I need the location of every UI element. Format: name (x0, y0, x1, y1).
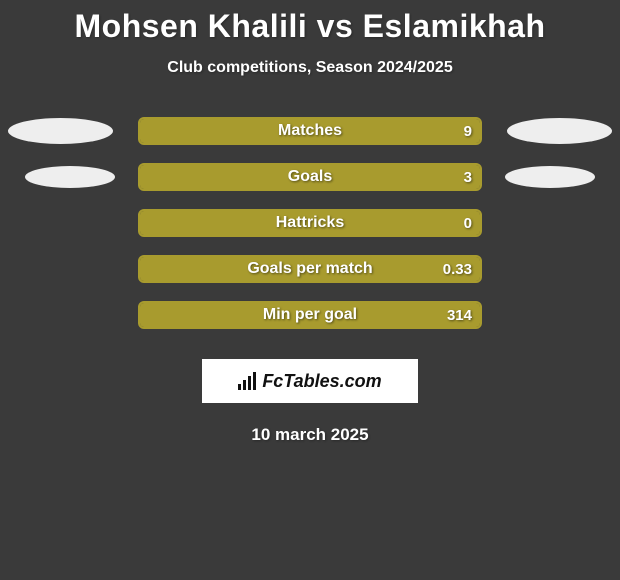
player-right-avatar (507, 118, 612, 144)
stat-row-min-per-goal: Min per goal 314 (0, 301, 620, 329)
brand-badge[interactable]: FcTables.com (202, 359, 418, 403)
player-left-avatar (25, 166, 115, 188)
stat-value: 0 (464, 211, 472, 235)
stat-row-goals-per-match: Goals per match 0.33 (0, 255, 620, 283)
subtitle: Club competitions, Season 2024/2025 (0, 59, 620, 77)
stat-bar: Hattricks 0 (138, 209, 482, 237)
stat-label: Min per goal (140, 303, 480, 327)
stat-value: 3 (464, 165, 472, 189)
stat-row-matches: Matches 9 (0, 117, 620, 145)
stat-row-hattricks: Hattricks 0 (0, 209, 620, 237)
chart-icon (238, 372, 256, 390)
stat-bar: Matches 9 (138, 117, 482, 145)
stat-label: Hattricks (140, 211, 480, 235)
infographic-container: Mohsen Khalili vs Eslamikhah Club compet… (0, 0, 620, 445)
player-left-avatar (8, 118, 113, 144)
page-title: Mohsen Khalili vs Eslamikhah (0, 8, 620, 45)
stat-value: 314 (447, 303, 472, 327)
date-label: 10 march 2025 (0, 425, 620, 445)
stat-bar: Goals per match 0.33 (138, 255, 482, 283)
stat-row-goals: Goals 3 (0, 163, 620, 191)
stat-bar: Goals 3 (138, 163, 482, 191)
stat-value: 9 (464, 119, 472, 143)
stat-label: Matches (140, 119, 480, 143)
player-right-avatar (505, 166, 595, 188)
stat-label: Goals per match (140, 257, 480, 281)
stat-label: Goals (140, 165, 480, 189)
brand-text: FcTables.com (262, 371, 381, 392)
stat-bar: Min per goal 314 (138, 301, 482, 329)
stat-value: 0.33 (443, 257, 472, 281)
stats-section: Matches 9 Goals 3 Hattricks 0 (0, 117, 620, 329)
